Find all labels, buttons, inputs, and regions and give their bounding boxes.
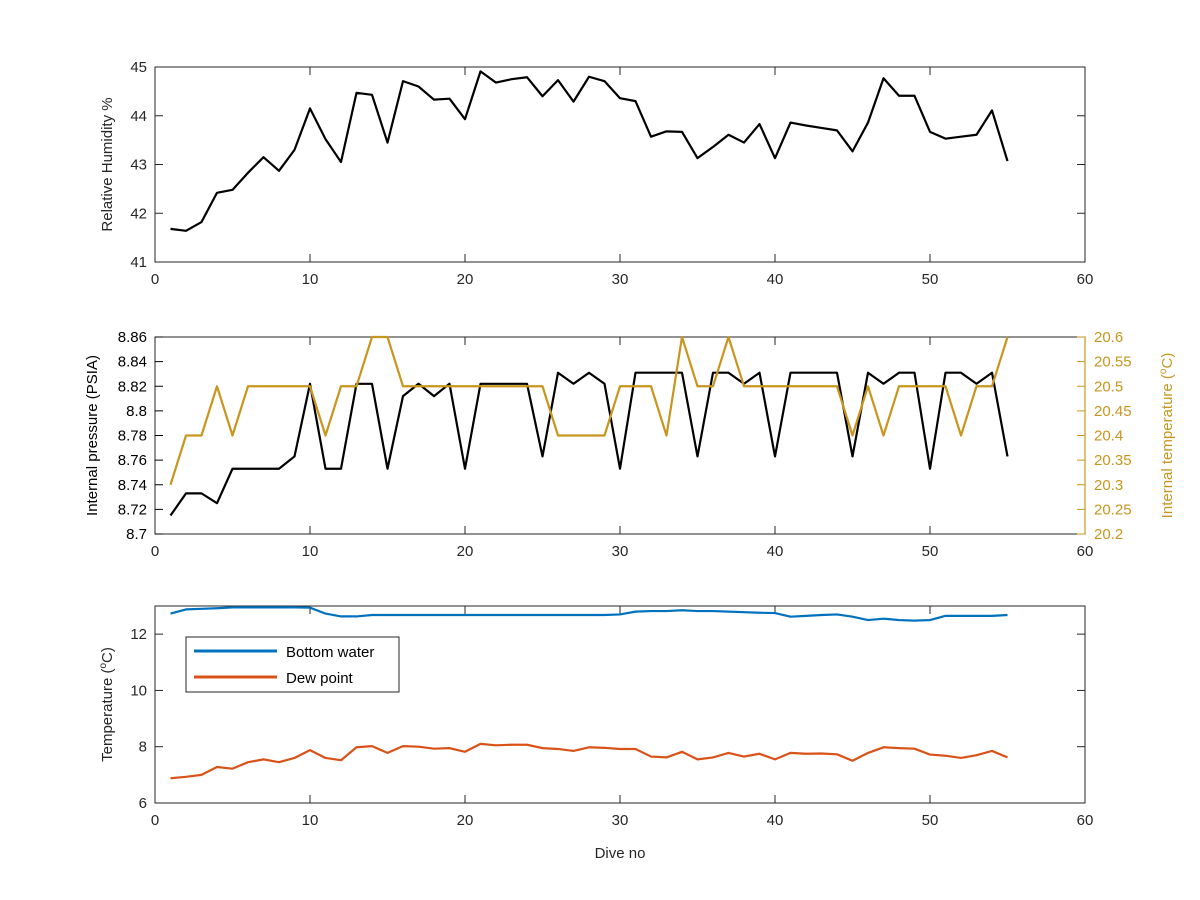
x-tick-label: 50 [922, 271, 939, 288]
y2-tick-label: 20.45 [1094, 403, 1132, 420]
temperature-panel: 0 10 20 30 40 50 60 6 8 10 12 Temperature (oC) Di… [98, 605, 1094, 862]
y2-tick-label: 20.2 [1094, 526, 1123, 543]
y-tick-label: 8.82 [118, 378, 147, 395]
internal-temperature-label-main: Internal temperature ( [1159, 374, 1176, 518]
temperature-x-ticks: 0 10 20 30 40 50 60 [151, 606, 1094, 829]
legend-label-bottom-water: Bottom water [286, 644, 374, 661]
temperature-label-degree: o [98, 663, 109, 669]
x-tick-label: 0 [151, 271, 159, 288]
x-tick-label: 20 [457, 812, 474, 829]
x-tick-label: 50 [922, 812, 939, 829]
temperature-label-main: Temperature ( [99, 669, 116, 762]
pressure-y-axis-label: Internal pressure (PSIA) [84, 355, 101, 516]
x-tick-label: 10 [302, 812, 319, 829]
internal-temperature-label-degree: o [1158, 368, 1169, 374]
y-tick-label: 44 [130, 108, 147, 125]
series-line-0-0 [170, 70, 1009, 232]
humidity-axes-box [154, 66, 1086, 263]
temperature-label-unit: C) [99, 647, 116, 663]
y-tick-label: 45 [130, 59, 147, 76]
y-tick-label: 10 [130, 682, 147, 699]
y2-tick-label: 20.25 [1094, 501, 1132, 518]
x-tick-label: 20 [457, 543, 474, 560]
x-tick-label: 30 [612, 543, 629, 560]
x-tick-label: 60 [1077, 271, 1094, 288]
y2-tick-label: 20.3 [1094, 477, 1123, 494]
x-tick-label: 40 [767, 271, 784, 288]
internal-temperature-label-unit: C) [1159, 353, 1176, 369]
temperature-series [170, 606, 1008, 780]
x-tick-label: 10 [302, 543, 319, 560]
pressure-temperature-panel: 0 10 20 30 40 50 60 8.7 8.72 8.74 8.76 8.78 8.8 8.82… [84, 329, 1176, 560]
x-tick-label: 60 [1077, 812, 1094, 829]
temperature-y-axis-label: Temperature (oC) [98, 647, 116, 762]
x-tick-label: 30 [612, 812, 629, 829]
y-tick-label: 12 [130, 626, 147, 643]
series-line-bottom-water [170, 606, 1008, 622]
x-tick-label: 30 [612, 271, 629, 288]
x-tick-label: 10 [302, 271, 319, 288]
humidity-series [170, 70, 1009, 232]
y-tick-label: 8.72 [118, 501, 147, 518]
series-line-1-0 [169, 371, 1009, 517]
legend: Bottom water Dew point [185, 636, 400, 693]
y-tick-label: 8.8 [126, 403, 147, 420]
x-tick-label: 40 [767, 543, 784, 560]
y-tick-label: 8.74 [118, 477, 147, 494]
pressure-y-ticks: 8.7 8.72 8.74 8.76 8.78 8.8 8.82 8.84 8.86 [118, 329, 163, 543]
x-tick-label: 40 [767, 812, 784, 829]
y2-tick-label: 20.55 [1094, 354, 1132, 371]
x-axis-label: Dive no [595, 845, 646, 862]
y-tick-label: 43 [130, 157, 147, 174]
y-tick-label: 8.7 [126, 526, 147, 543]
x-tick-label: 60 [1077, 543, 1094, 560]
x-tick-label: 20 [457, 271, 474, 288]
x-tick-label: 0 [151, 812, 159, 829]
pressure-x-ticks: 0 10 20 30 40 50 60 [151, 337, 1094, 560]
legend-box [185, 636, 400, 693]
humidity-x-ticks: 0 10 20 30 40 50 60 [151, 67, 1094, 288]
y2-tick-label: 20.35 [1094, 452, 1132, 469]
humidity-y-axis-label: Relative Humidity % [99, 97, 116, 231]
y-tick-label: 42 [130, 205, 147, 222]
series-line-internal-temperature [169, 335, 1009, 486]
y-tick-label: 8.76 [118, 452, 147, 469]
y-tick-label: 8 [139, 739, 147, 756]
pressure-temperature-series [169, 335, 1009, 517]
internal-temperature-y-axis-label: Internal temperature (oC) [1158, 353, 1176, 519]
internal-temperature-y-ticks: 20.2 20.25 20.3 20.35 20.4 20.45 20.5 20.55 20.6 [1077, 329, 1132, 543]
humidity-y-ticks: 41 42 43 44 45 [130, 59, 1085, 271]
pressure-axes-box [154, 336, 1086, 535]
y-tick-label: 8.78 [118, 428, 147, 445]
y2-tick-label: 20.4 [1094, 428, 1123, 445]
y-tick-label: 6 [139, 795, 147, 812]
y2-tick-label: 20.5 [1094, 378, 1123, 395]
y-tick-label: 8.84 [118, 354, 147, 371]
x-tick-label: 50 [922, 543, 939, 560]
legend-label-dew-point: Dew point [286, 670, 354, 687]
y2-tick-label: 20.6 [1094, 329, 1123, 346]
y-tick-label: 8.86 [118, 329, 147, 346]
series-line-dew-point [170, 742, 1008, 780]
temperature-y-ticks: 6 8 10 12 [130, 626, 1085, 812]
temperature-axes-box [154, 605, 1086, 804]
humidity-panel: 0 10 20 30 40 50 60 41 42 43 44 45 Relative Humidi… [99, 59, 1093, 288]
x-tick-label: 0 [151, 543, 159, 560]
y-tick-label: 41 [130, 254, 147, 271]
